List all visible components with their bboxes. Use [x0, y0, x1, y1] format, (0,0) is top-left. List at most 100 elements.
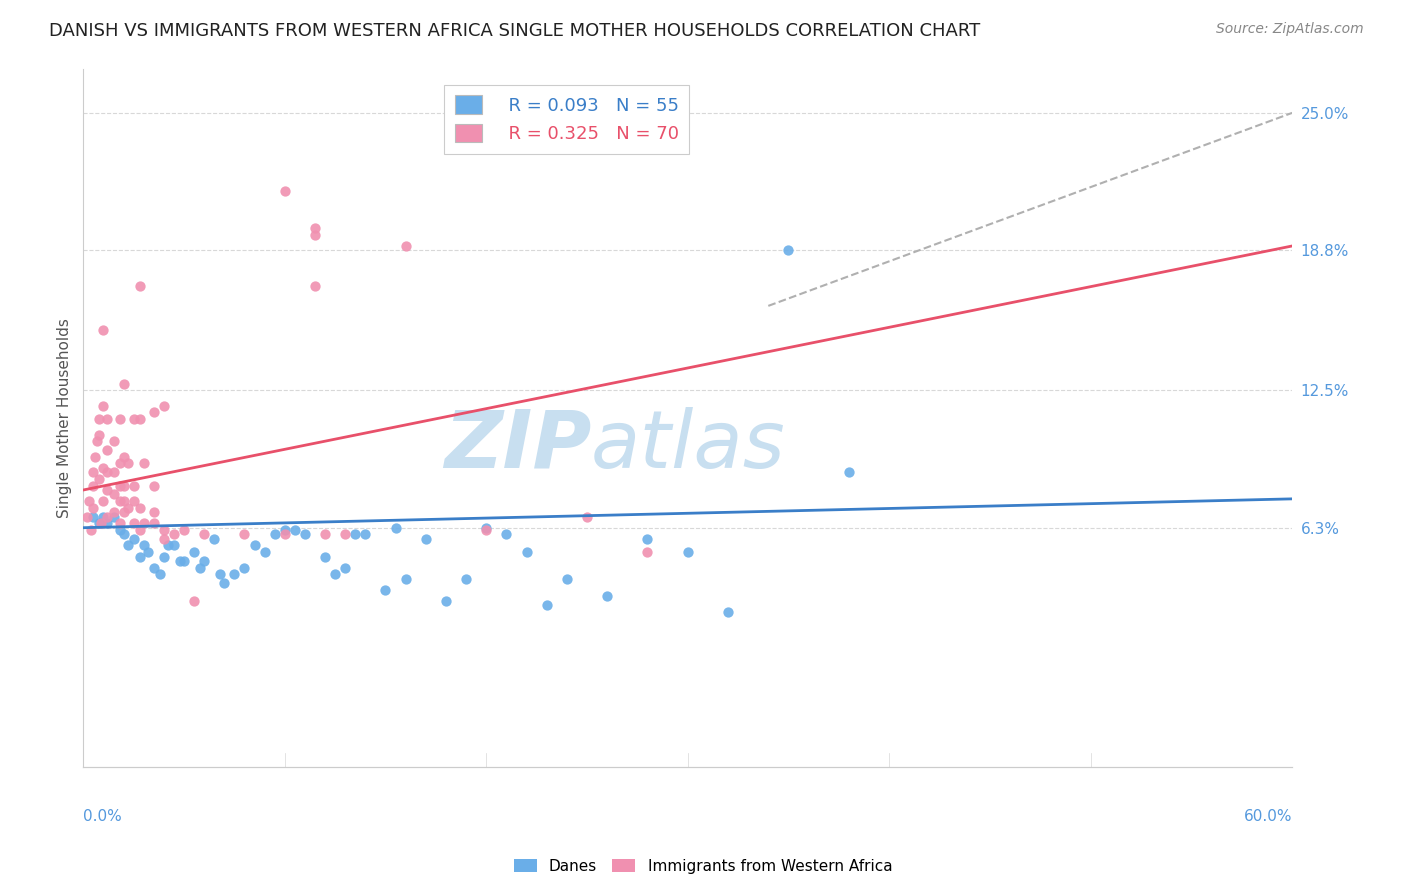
Point: [82, 500, 104, 515]
Text: ZIP: ZIP: [444, 407, 591, 485]
Point: [454, 572, 477, 586]
Point: [335, 527, 357, 541]
Point: [82, 509, 104, 524]
Point: [122, 516, 145, 531]
Point: [515, 545, 537, 559]
Point: [555, 572, 578, 586]
Point: [112, 376, 135, 391]
Point: [82, 478, 104, 492]
Point: [475, 521, 498, 535]
Point: [717, 605, 740, 619]
Point: [108, 523, 131, 537]
Point: [415, 532, 437, 546]
Point: [128, 500, 150, 515]
Point: [112, 505, 135, 519]
Point: [103, 505, 125, 519]
Point: [122, 532, 145, 546]
Point: [117, 456, 139, 470]
Point: [183, 594, 205, 608]
Point: [108, 494, 131, 508]
Point: [243, 538, 266, 552]
Point: [103, 434, 125, 449]
Point: [314, 549, 336, 564]
Point: [374, 582, 396, 597]
Point: [93, 509, 115, 524]
Point: [304, 279, 326, 293]
Point: [304, 227, 326, 242]
Point: [838, 465, 860, 479]
Point: [173, 523, 195, 537]
Point: [163, 538, 186, 552]
Point: [117, 538, 139, 552]
Point: [274, 527, 297, 541]
Point: [132, 456, 155, 470]
Point: [93, 494, 115, 508]
Point: [153, 532, 176, 546]
Point: [142, 505, 165, 519]
Point: [169, 554, 191, 568]
Point: [253, 545, 276, 559]
Point: [93, 460, 115, 475]
Point: [676, 545, 699, 559]
Point: [89, 516, 111, 531]
Point: [84, 450, 107, 464]
Point: [536, 599, 558, 613]
Point: [395, 572, 418, 586]
Point: [89, 472, 111, 486]
Point: [96, 509, 118, 524]
Point: [86, 434, 108, 449]
Point: [153, 523, 176, 537]
Point: [96, 412, 118, 426]
Point: [108, 478, 131, 492]
Point: [89, 412, 111, 426]
Point: [122, 478, 145, 492]
Point: [142, 405, 165, 419]
Point: [136, 545, 159, 559]
Point: [149, 567, 172, 582]
Point: [103, 487, 125, 501]
Point: [209, 567, 232, 582]
Point: [93, 399, 115, 413]
Point: [82, 465, 104, 479]
Point: [128, 412, 150, 426]
Point: [778, 244, 800, 258]
Point: [128, 279, 150, 293]
Point: [224, 567, 246, 582]
Text: 60.0%: 60.0%: [1244, 809, 1292, 824]
Point: [636, 532, 658, 546]
Point: [274, 184, 297, 198]
Point: [103, 509, 125, 524]
Point: [214, 576, 236, 591]
Point: [142, 560, 165, 574]
Text: DANISH VS IMMIGRANTS FROM WESTERN AFRICA SINGLE MOTHER HOUSEHOLDS CORRELATION CH: DANISH VS IMMIGRANTS FROM WESTERN AFRICA…: [49, 22, 980, 40]
Point: [108, 456, 131, 470]
Point: [274, 523, 297, 537]
Point: [395, 239, 418, 253]
Point: [156, 538, 179, 552]
Point: [434, 594, 457, 608]
Point: [128, 523, 150, 537]
Text: 0.0%: 0.0%: [83, 809, 122, 824]
Point: [596, 590, 619, 604]
Point: [96, 443, 118, 458]
Point: [128, 549, 150, 564]
Point: [153, 399, 176, 413]
Point: [103, 465, 125, 479]
Point: [294, 527, 316, 541]
Point: [335, 560, 357, 574]
Point: [163, 527, 186, 541]
Point: [108, 412, 131, 426]
Point: [153, 549, 176, 564]
Point: [575, 509, 598, 524]
Point: [193, 554, 215, 568]
Y-axis label: Single Mother Households: Single Mother Households: [58, 318, 72, 518]
Point: [132, 538, 155, 552]
Point: [193, 527, 215, 541]
Point: [112, 494, 135, 508]
Point: [263, 527, 285, 541]
Point: [142, 516, 165, 531]
Point: [233, 527, 256, 541]
Point: [233, 560, 256, 574]
Point: [112, 478, 135, 492]
Point: [304, 221, 326, 235]
